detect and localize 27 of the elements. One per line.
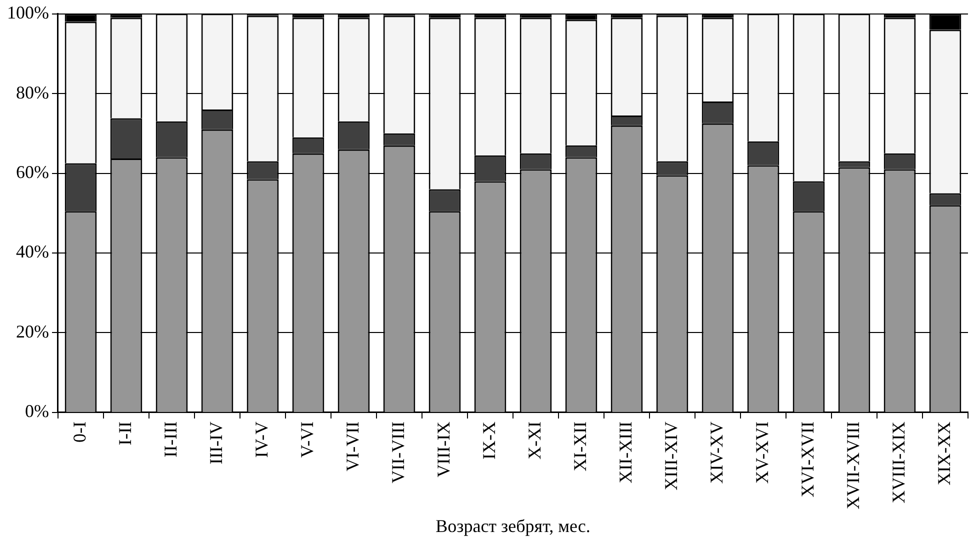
x-tick-label: IX-X bbox=[478, 421, 499, 460]
x-axis-title: Возраст зебрят, мес. bbox=[436, 516, 590, 536]
x-tick-label: XVII-XVIII bbox=[842, 421, 863, 510]
y-tick-label: 20% bbox=[16, 321, 49, 342]
x-tick-label: VII-VIII bbox=[388, 421, 408, 484]
x-tick-label: XIII-XIV bbox=[660, 421, 681, 490]
x-tick-label: XVI-XVII bbox=[797, 421, 818, 498]
x-tick-label: XIX-XX bbox=[934, 421, 954, 486]
x-tick-label: XIV-XV bbox=[706, 421, 726, 484]
x-tick-label: X-XI bbox=[524, 421, 544, 460]
y-tick-label: 40% bbox=[16, 242, 49, 262]
x-tick-label: V-VI bbox=[296, 421, 317, 458]
y-tick-label: 100% bbox=[6, 2, 49, 23]
y-tick-label: 80% bbox=[16, 82, 49, 102]
x-tick-label: II-III bbox=[160, 421, 180, 458]
x-tick-label: IV-V bbox=[251, 421, 272, 458]
x-tick-label: XVIII-XIX bbox=[888, 421, 908, 504]
y-tick-label: 60% bbox=[16, 162, 49, 182]
x-tick-label: 0-I bbox=[69, 421, 90, 442]
x-tick-label: XI-XII bbox=[570, 421, 590, 472]
x-tick-label: XV-XVI bbox=[752, 421, 772, 484]
x-tick-label: III-IV bbox=[206, 421, 226, 464]
x-tick-label: VIII-IX bbox=[433, 421, 454, 478]
y-tick-label: 0% bbox=[24, 401, 49, 422]
x-tick-label: XII-XIII bbox=[615, 421, 636, 484]
x-tick-label: VI-VII bbox=[342, 421, 362, 472]
x-tick-label: I-II bbox=[114, 421, 135, 446]
